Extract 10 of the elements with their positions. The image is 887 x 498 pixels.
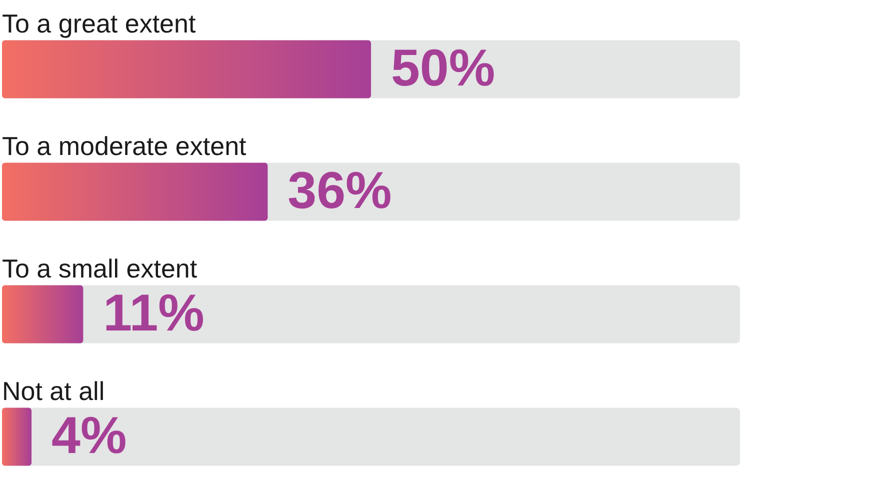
bar [2, 408, 32, 466]
y-tick-label: To a great extent [2, 8, 196, 38]
data-label: 50% [391, 39, 496, 98]
y-tick-label: Not at all [2, 376, 105, 406]
bar [2, 285, 84, 344]
data-label: 11% [103, 284, 204, 342]
y-tick-label: To a small extent [2, 253, 198, 284]
y-tick-label: To a moderate extent [2, 130, 248, 161]
data-label: 36% [288, 162, 392, 220]
data-label: 4% [52, 406, 127, 465]
